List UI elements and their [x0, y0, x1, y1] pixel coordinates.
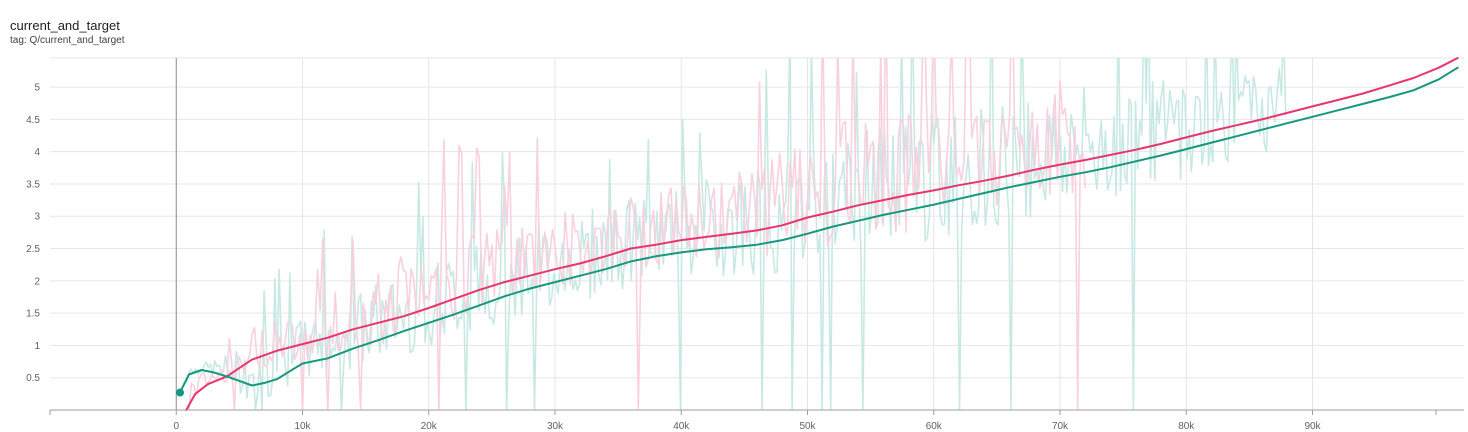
target-smoothed-line: [179, 66, 1459, 394]
chart-title: current_and_target: [10, 18, 120, 33]
axes: [49, 409, 1464, 415]
smoothed-series-layer: [176, 57, 1459, 411]
grid-lines: [50, 57, 1464, 410]
y-tick-label: 3.5: [26, 179, 40, 190]
x-tick-label: 50k: [799, 421, 816, 432]
x-tick-label: 70k: [1052, 421, 1069, 432]
y-tick-label: 1.5: [26, 309, 40, 320]
x-tick-label: 90k: [1304, 421, 1321, 432]
y-tick-label: 2.5: [26, 244, 40, 255]
y-tick-label: 4: [34, 147, 40, 158]
x-tick-label: 10k: [294, 421, 311, 432]
tick-labels: 0.5 1 1.5 2 2.5 3 3.5 4 4.5 5 0 10k 20k 30k 40k 50k 60k 7…: [26, 83, 1321, 432]
y-tick-label: 4.5: [26, 115, 40, 126]
y-tick-label: 1: [34, 341, 40, 352]
current-raw-line: [188, 58, 1087, 410]
y-tick-label: 2: [34, 276, 40, 287]
x-tick-label: 60k: [926, 421, 943, 432]
x-tick-label: 0: [173, 421, 179, 432]
x-tick-label: 40k: [673, 421, 690, 432]
chart-tag: tag: Q/current_and_target: [10, 35, 125, 46]
x-tick-label: 30k: [547, 421, 564, 432]
y-tick-label: 0.5: [26, 373, 40, 384]
target-start-marker: [176, 388, 185, 397]
x-tick-label: 80k: [1178, 421, 1195, 432]
y-tick-label: 5: [34, 83, 40, 94]
target-raw-line: [182, 58, 1287, 410]
x-tick-label: 20k: [421, 421, 438, 432]
current-smoothed-line: [185, 57, 1459, 411]
y-tick-label: 3: [34, 212, 40, 223]
raw-series-layer: [182, 58, 1287, 410]
chart-header: current_and_target tag: Q/current_and_ta…: [10, 18, 125, 47]
